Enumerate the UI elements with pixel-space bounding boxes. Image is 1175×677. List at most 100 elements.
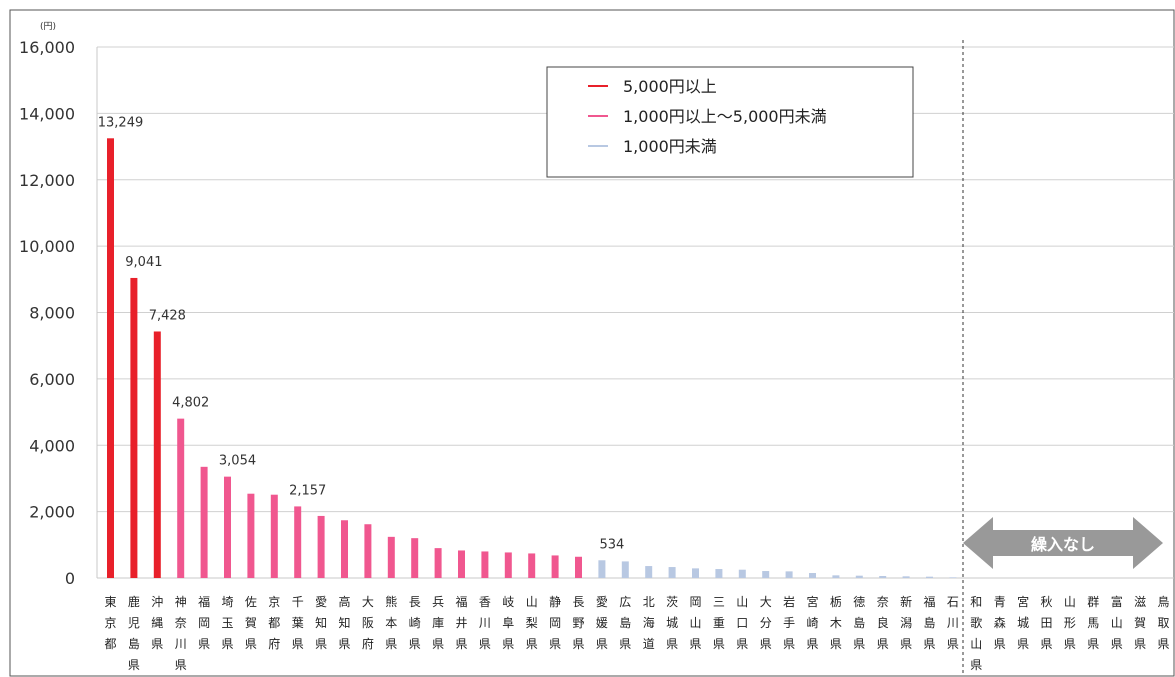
bar [832, 575, 840, 578]
bar [317, 515, 325, 578]
x-tick-label: 栃木県 [830, 595, 842, 651]
y-tick-label: 0 [65, 569, 75, 588]
x-tick-label: 愛知県 [315, 595, 327, 651]
y-tick-label: 6,000 [29, 370, 75, 389]
x-tick-label: 長崎県 [409, 595, 421, 651]
bar [645, 566, 653, 578]
x-tick-label: 高知県 [338, 594, 350, 651]
x-tick-label: 長野県 [572, 595, 584, 651]
x-tick-label: 岩手県 [783, 594, 795, 651]
x-tick-label: 北海道 [643, 595, 655, 651]
bar [949, 577, 957, 578]
bar [247, 493, 255, 578]
bar [575, 556, 582, 578]
y-axis: 0 2,000 4,000 6,000 8,000 10,000 12,000 14,000 1… [19, 38, 1174, 588]
x-tick-label: 鹿児島県 [128, 594, 140, 672]
x-tick-label: 大分県 [760, 595, 772, 651]
x-tick-label: 香川県 [479, 595, 491, 651]
bar [528, 553, 536, 578]
bar [481, 551, 489, 578]
bar [598, 560, 606, 578]
bar [107, 138, 114, 578]
x-tick-label: 秋田県 [1040, 595, 1052, 651]
x-tick-label: 千葉県 [292, 595, 304, 651]
x-tick-label: 福岡県 [198, 594, 210, 651]
x-tick-label: 沖縄県 [151, 595, 163, 651]
bar [668, 567, 676, 578]
data-label: 9,041 [125, 255, 162, 270]
bar [762, 571, 770, 578]
bar [551, 555, 559, 578]
bar [294, 506, 302, 578]
bars [107, 138, 957, 578]
bar [785, 571, 793, 578]
bar [738, 569, 746, 578]
legend: 5,000円以上 1,000円以上～5,000円未満 1,000円未満 [546, 66, 914, 178]
x-tick-label: 岡山県 [689, 595, 701, 651]
bar [621, 561, 629, 578]
x-axis-labels: 東京都鹿児島県沖縄県神奈川県福岡県埼玉県佐賀県京都府千葉県愛知県高知県大阪府熊本… [104, 594, 1169, 672]
bar [270, 494, 278, 578]
x-tick-label: 三重県 [713, 595, 725, 651]
bar [364, 524, 372, 578]
x-tick-label: 滋賀県 [1134, 595, 1146, 651]
x-tick-label: 神奈川県 [175, 595, 187, 672]
y-tick-label: 14,000 [19, 104, 75, 123]
bar [411, 538, 419, 578]
x-tick-label: 青森県 [994, 595, 1006, 651]
x-tick-label: 奈良県 [877, 595, 889, 651]
y-tick-label: 10,000 [19, 237, 75, 256]
x-tick-label: 徳島県 [853, 594, 865, 651]
bar [902, 576, 910, 578]
x-tick-label: 富山県 [1111, 594, 1123, 651]
x-tick-label: 兵庫県 [432, 595, 444, 651]
x-tick-label: 広島県 [619, 595, 631, 651]
x-tick-label: 京都府 [268, 595, 280, 651]
bar [879, 576, 887, 578]
x-tick-label: 石川県 [947, 595, 959, 651]
x-tick-label: 宮崎県 [806, 594, 818, 651]
bar [153, 331, 161, 578]
x-tick-label: 静岡県 [549, 595, 561, 651]
x-tick-label: 東京都 [104, 595, 116, 651]
no-transfer-arrow: 繰入なし [963, 517, 1163, 569]
no-transfer-label: 繰入なし [1031, 535, 1095, 554]
x-tick-label: 山梨県 [526, 595, 538, 651]
y-tick-label: 4,000 [29, 436, 75, 455]
data-label: 13,249 [98, 115, 144, 130]
bar [504, 552, 512, 578]
x-tick-label: 福島県 [923, 594, 935, 651]
y-unit-label: (円) [40, 21, 56, 32]
data-label: 4,802 [172, 396, 209, 411]
bar [224, 476, 231, 578]
bar [130, 277, 138, 578]
x-tick-label: 鳥取県 [1157, 594, 1169, 651]
x-tick-label: 埼玉県 [221, 595, 233, 651]
x-tick-label: 山形県 [1064, 595, 1076, 651]
x-tick-label: 新潟県 [900, 594, 912, 651]
data-label: 2,157 [289, 483, 326, 498]
double-arrow-icon [963, 517, 1163, 569]
x-tick-label: 岐阜県 [502, 595, 514, 651]
x-tick-label: 福井県 [455, 594, 467, 651]
data-label: 7,428 [149, 308, 186, 323]
bar [855, 575, 863, 578]
x-tick-label: 熊本県 [385, 594, 397, 651]
data-label: 534 [599, 537, 624, 552]
bar [926, 576, 933, 578]
bar [200, 466, 208, 578]
bar [341, 520, 348, 578]
bar [434, 548, 442, 578]
bar [177, 418, 185, 578]
x-tick-label: 佐賀県 [245, 595, 257, 651]
y-tick-label: 12,000 [19, 171, 75, 190]
y-tick-label: 16,000 [19, 38, 75, 57]
x-tick-label: 山口県 [736, 595, 748, 651]
data-label: 3,054 [219, 454, 256, 469]
y-tick-label: 2,000 [29, 503, 75, 522]
y-tick-label: 8,000 [29, 304, 75, 323]
x-tick-label: 茨城県 [666, 595, 678, 651]
legend-label: 5,000円以上 [623, 77, 717, 96]
bar [809, 573, 816, 578]
